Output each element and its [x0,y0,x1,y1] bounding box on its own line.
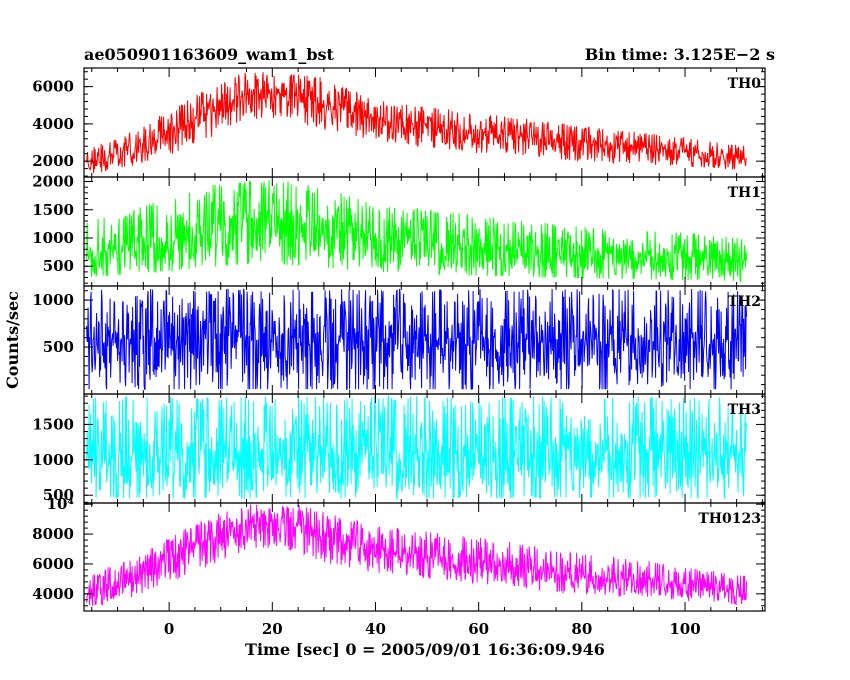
x-tick-label: 40 [365,620,386,638]
panel-th3: 500 1000 1500 TH3 [32,393,766,504]
panel-name-th0123: TH0123 [698,511,761,527]
panel-frame [83,502,766,612]
panel-th2: 500 1000 TH2 [32,285,766,395]
x-tick-label: 80 [571,620,592,638]
y-axis-label: Counts/sec [3,291,22,389]
y-tick-label: 1000 [32,229,74,247]
x-tick-label: 60 [468,620,489,638]
y-tick-label: 1000 [32,451,74,469]
chart-title-left: ae050901163609_wam1_bst [84,45,335,64]
y-tick-label: 500 [43,486,74,504]
y-tick-label: 1500 [32,201,74,219]
series-line-th0123 [86,504,748,606]
y-tick-label: 500 [43,257,74,275]
y-tick-label: 500 [43,338,74,356]
y-tick-label: 10⁴ [47,495,75,513]
y-tick-label: 2000 [32,152,74,170]
panel-name-th3: TH3 [728,402,761,418]
panel-th0123: 4000 6000 8000 10⁴ TH0123 [32,495,766,612]
panel-name-th2: TH2 [728,294,761,310]
y-tick-label: 4000 [32,115,74,133]
series-line-th3 [86,395,748,501]
panel-name-th1: TH1 [728,185,761,201]
series-line-th0 [86,72,748,174]
x-axis-label: Time [sec] 0 = 2005/09/01 16:36:09.946 [245,640,605,659]
series-line-th2 [86,288,748,390]
y-tick-label: 4000 [32,585,74,603]
x-tick-label: 100 [669,620,700,638]
panel-name-th0: TH0 [728,76,762,92]
series-line-th1 [86,180,748,283]
x-tick-label: 0 [164,620,174,638]
y-tick-label: 6000 [32,555,74,573]
y-tick-label: 2000 [32,173,74,191]
panel-th1: 500 1000 1500 2000 TH1 [32,173,766,287]
y-tick-label: 8000 [32,525,74,543]
y-tick-label: 1000 [32,291,74,309]
y-tick-label: 1500 [32,415,74,433]
panel-th0: 2000 4000 6000 TH0 [32,67,766,178]
x-tick-label: 20 [262,620,283,638]
chart-title-right: Bin time: 3.125E−2 s [585,45,775,64]
y-tick-label: 6000 [32,78,74,96]
